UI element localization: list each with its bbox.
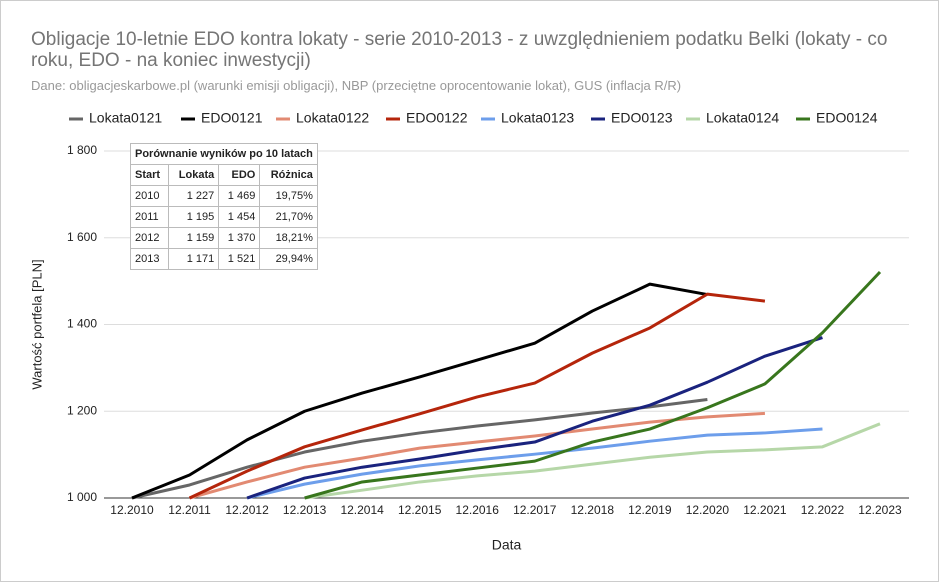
table-cell: 1 171 [168,248,220,270]
table-cell: 1 454 [218,206,261,228]
table-header-row: Start Lokata EDO Różnica [129,164,318,186]
table-cell: 1 227 [168,185,220,207]
x-axis-label: Data [492,537,522,553]
chart-title: Obligacje 10-letnie EDO kontra lokaty - … [31,29,888,71]
legend-label: EDO0122 [406,110,468,126]
x-tick-label: 12.2014 [340,503,384,517]
y-tick-label: 1 400 [67,317,97,331]
legend-label: EDO0124 [816,110,878,126]
x-tick-label: 12.2019 [628,503,672,517]
x-tick-label: 12.2022 [801,503,845,517]
x-tick-label: 12.2017 [513,503,557,517]
table-row: 2013 1 171 1 521 29,94% [129,248,318,270]
x-tick-label: 12.2012 [225,503,269,517]
x-tick-label: 12.2015 [398,503,442,517]
table-header: Różnica [259,164,318,186]
table-cell: 19,75% [259,185,318,207]
y-tick-label: 1 800 [67,143,97,157]
legend-label: Lokata0124 [706,110,779,126]
y-tick-label: 1 000 [67,490,97,504]
table-cell: 21,70% [259,206,318,228]
y-axis-label: Wartość portfela [PLN] [29,259,44,389]
series-line [131,398,708,500]
y-tick-label: 1 200 [67,403,97,417]
table-header: EDO [218,164,261,186]
table-header: Lokata [168,164,220,186]
table-row: 2012 1 159 1 370 18,21% [129,227,318,249]
table-cell: 1 521 [218,248,261,270]
legend-label: Lokata0121 [89,110,162,126]
legend-label: EDO0121 [201,110,263,126]
x-tick-label: 12.2023 [858,503,902,517]
x-tick-label: 12.2020 [686,503,730,517]
table-row: 2010 1 227 1 469 19,75% [129,185,318,207]
y-tick-label: 1 600 [67,230,97,244]
x-tick-label: 12.2010 [110,503,154,517]
table-cell: 2010 [129,185,170,207]
series-line [131,282,708,500]
table-cell: 1 469 [218,185,261,207]
table-cell: 1 370 [218,227,261,249]
x-tick-label: 12.2016 [456,503,500,517]
x-tick-label: 12.2021 [743,503,787,517]
legend-label: EDO0123 [611,110,673,126]
table-cell: 1 195 [168,206,220,228]
series-line [304,270,882,500]
x-tick-label: 12.2018 [571,503,615,517]
summary-table: Porównanie wyników po 10 latach Start Loka… [129,143,318,270]
x-tick-label: 12.2013 [283,503,327,517]
x-tick-label: 12.2011 [168,503,211,517]
table-title-row: Porównanie wyników po 10 latach [130,143,318,165]
table-cell: 2012 [129,227,170,249]
series-line [246,336,823,500]
table-cell: 1 159 [168,227,220,249]
table-cell: 2013 [129,248,170,270]
table-cell: 2011 [129,206,170,228]
table-title: Porównanie wyników po 10 latach [130,143,318,165]
series-line [246,427,823,500]
table-header: Start [129,164,170,186]
chart-subtitle: Dane: obligacjeskarbowe.pl (warunki emis… [31,78,682,93]
series-line [304,422,881,500]
series-line [188,292,766,500]
table-cell: 29,94% [259,248,318,270]
table-row: 2011 1 195 1 454 21,70% [129,206,318,228]
legend-label: Lokata0122 [296,110,369,126]
table-cell: 18,21% [259,227,318,249]
legend-label: Lokata0123 [501,110,574,126]
